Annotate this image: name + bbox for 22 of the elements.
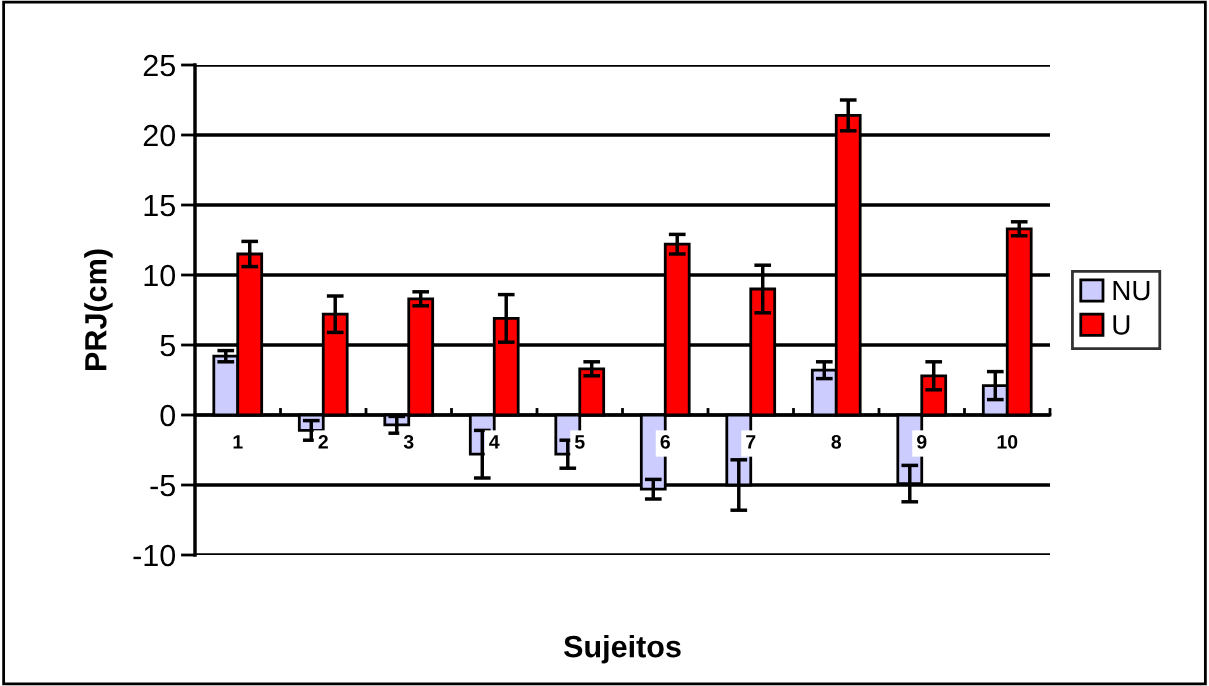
y-tick-label: -5 [150,475,175,497]
legend-label: U [1113,315,1130,335]
x-tick-label: 6 [660,434,670,449]
x-tick-label: 9 [917,434,927,449]
x-tick-label: 5 [574,435,585,449]
y-axis-title: PRJ(cm) [84,249,113,370]
y-tick-label: -10 [133,544,176,567]
y-tick-label: 20 [143,124,176,147]
y-tick-label: 5 [160,335,175,357]
x-tick-label: 8 [831,434,842,449]
y-tick-label: 15 [144,195,175,217]
legend-label: NU [1113,280,1150,301]
x-tick-label: 2 [318,434,328,449]
x-tick-label: 3 [403,434,414,449]
x-tick-label: 7 [746,435,756,449]
x-tick-label: 4 [489,435,500,449]
x-tick-label: 1 [233,435,243,449]
x-axis-title: Sujeitos [563,635,681,664]
y-tick-label: 0 [160,404,176,427]
x-tick-label: 10 [997,434,1018,449]
y-tick-label: 25 [143,54,175,77]
y-tick-label: 10 [144,264,176,287]
